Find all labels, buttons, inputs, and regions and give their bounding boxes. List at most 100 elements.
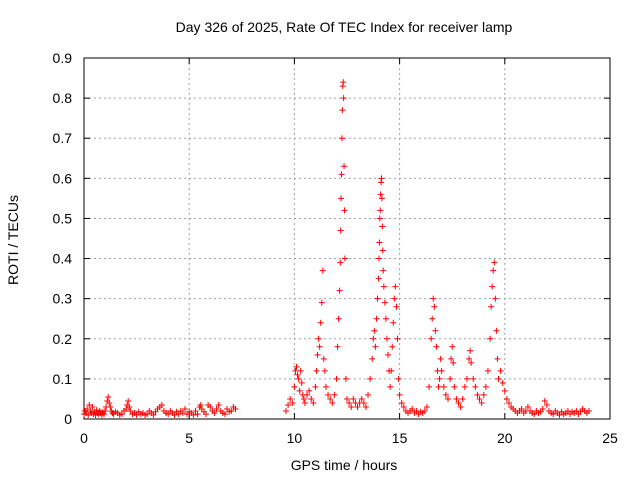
data-point xyxy=(213,405,220,412)
data-point xyxy=(461,383,468,390)
data-point xyxy=(451,383,458,390)
data-point xyxy=(319,267,326,274)
data-point xyxy=(341,163,348,170)
data-point xyxy=(573,407,580,414)
data-point xyxy=(315,335,322,342)
data-point xyxy=(409,405,416,412)
data-point xyxy=(340,95,347,102)
data-point xyxy=(378,175,385,182)
data-point xyxy=(433,343,440,350)
data-point xyxy=(379,223,386,230)
data-point xyxy=(369,355,376,362)
data-point xyxy=(289,399,296,406)
data-point xyxy=(423,403,430,410)
x-tick-label: 25 xyxy=(602,430,618,446)
data-point xyxy=(472,383,479,390)
y-axis-title: ROTI / TECUs xyxy=(5,195,21,285)
data-point xyxy=(380,267,387,274)
data-point xyxy=(341,207,348,214)
data-point xyxy=(197,401,204,408)
y-tick-labels: 0 0.1 0.2 0.3 0.4 0.5 0.6 0.7 0.8 0.9 xyxy=(53,50,73,427)
data-point xyxy=(337,227,344,234)
data-point xyxy=(539,405,546,412)
data-point xyxy=(541,397,548,404)
data-point xyxy=(118,411,125,418)
data-point xyxy=(221,411,228,418)
data-point xyxy=(339,107,346,114)
data-point xyxy=(211,409,218,416)
data-point xyxy=(493,327,500,334)
data-point xyxy=(371,327,378,334)
data-point xyxy=(394,335,401,342)
data-point xyxy=(457,403,464,410)
data-point xyxy=(396,391,403,398)
data-point xyxy=(367,375,374,382)
y-tick-label: 0.1 xyxy=(53,371,73,387)
data-point xyxy=(285,401,292,408)
data-point xyxy=(298,379,305,386)
data-point xyxy=(463,375,470,382)
data-point xyxy=(107,403,114,410)
x-axis-title: GPS time / hours xyxy=(291,457,398,473)
x-tick-label: 20 xyxy=(497,430,513,446)
data-point xyxy=(453,395,460,402)
data-point xyxy=(430,295,437,302)
y-tick-label: 0.7 xyxy=(53,130,73,146)
data-point xyxy=(321,367,328,374)
chart-title: Day 326 of 2025, Rate Of TEC Index for r… xyxy=(176,19,513,35)
data-point xyxy=(293,363,300,370)
data-point xyxy=(294,371,301,378)
data-point xyxy=(376,239,383,246)
data-point xyxy=(467,347,474,354)
data-point xyxy=(313,367,320,374)
data-point xyxy=(484,367,491,374)
data-point xyxy=(392,283,399,290)
data-point xyxy=(296,387,303,394)
data-points xyxy=(81,79,592,418)
data-point xyxy=(310,399,317,406)
data-point xyxy=(389,343,396,350)
data-point xyxy=(338,171,345,178)
data-point xyxy=(449,343,456,350)
data-point xyxy=(375,255,382,262)
data-point xyxy=(488,303,495,310)
data-point xyxy=(444,395,451,402)
data-point xyxy=(354,403,361,410)
data-point xyxy=(480,391,487,398)
data-point xyxy=(518,405,525,412)
data-point xyxy=(455,399,462,406)
data-point xyxy=(133,411,140,418)
data-point xyxy=(383,335,390,342)
data-point xyxy=(344,395,350,402)
data-point xyxy=(93,407,100,414)
data-point xyxy=(316,343,323,350)
data-point xyxy=(385,351,392,358)
data-point xyxy=(382,315,389,322)
data-point xyxy=(228,407,235,414)
x-tick-label: 5 xyxy=(185,430,193,446)
data-point xyxy=(158,401,165,408)
data-point xyxy=(421,407,428,414)
data-point xyxy=(127,407,134,414)
data-point xyxy=(331,391,338,398)
data-point xyxy=(312,383,319,390)
data-point xyxy=(314,351,321,358)
data-point xyxy=(531,411,538,418)
data-point xyxy=(334,343,341,350)
data-point xyxy=(376,215,383,222)
data-point xyxy=(175,411,182,418)
data-point xyxy=(86,401,93,408)
data-point xyxy=(429,315,436,322)
data-point xyxy=(440,383,447,390)
data-point xyxy=(125,397,132,404)
data-point xyxy=(179,409,186,416)
data-point xyxy=(482,383,489,390)
data-point xyxy=(426,383,433,390)
data-point xyxy=(171,411,178,418)
data-point xyxy=(306,387,313,394)
data-point xyxy=(144,411,151,418)
data-point xyxy=(329,399,336,406)
y-tick-label: 0.5 xyxy=(53,210,73,226)
data-point xyxy=(106,399,113,406)
data-point xyxy=(333,375,340,382)
